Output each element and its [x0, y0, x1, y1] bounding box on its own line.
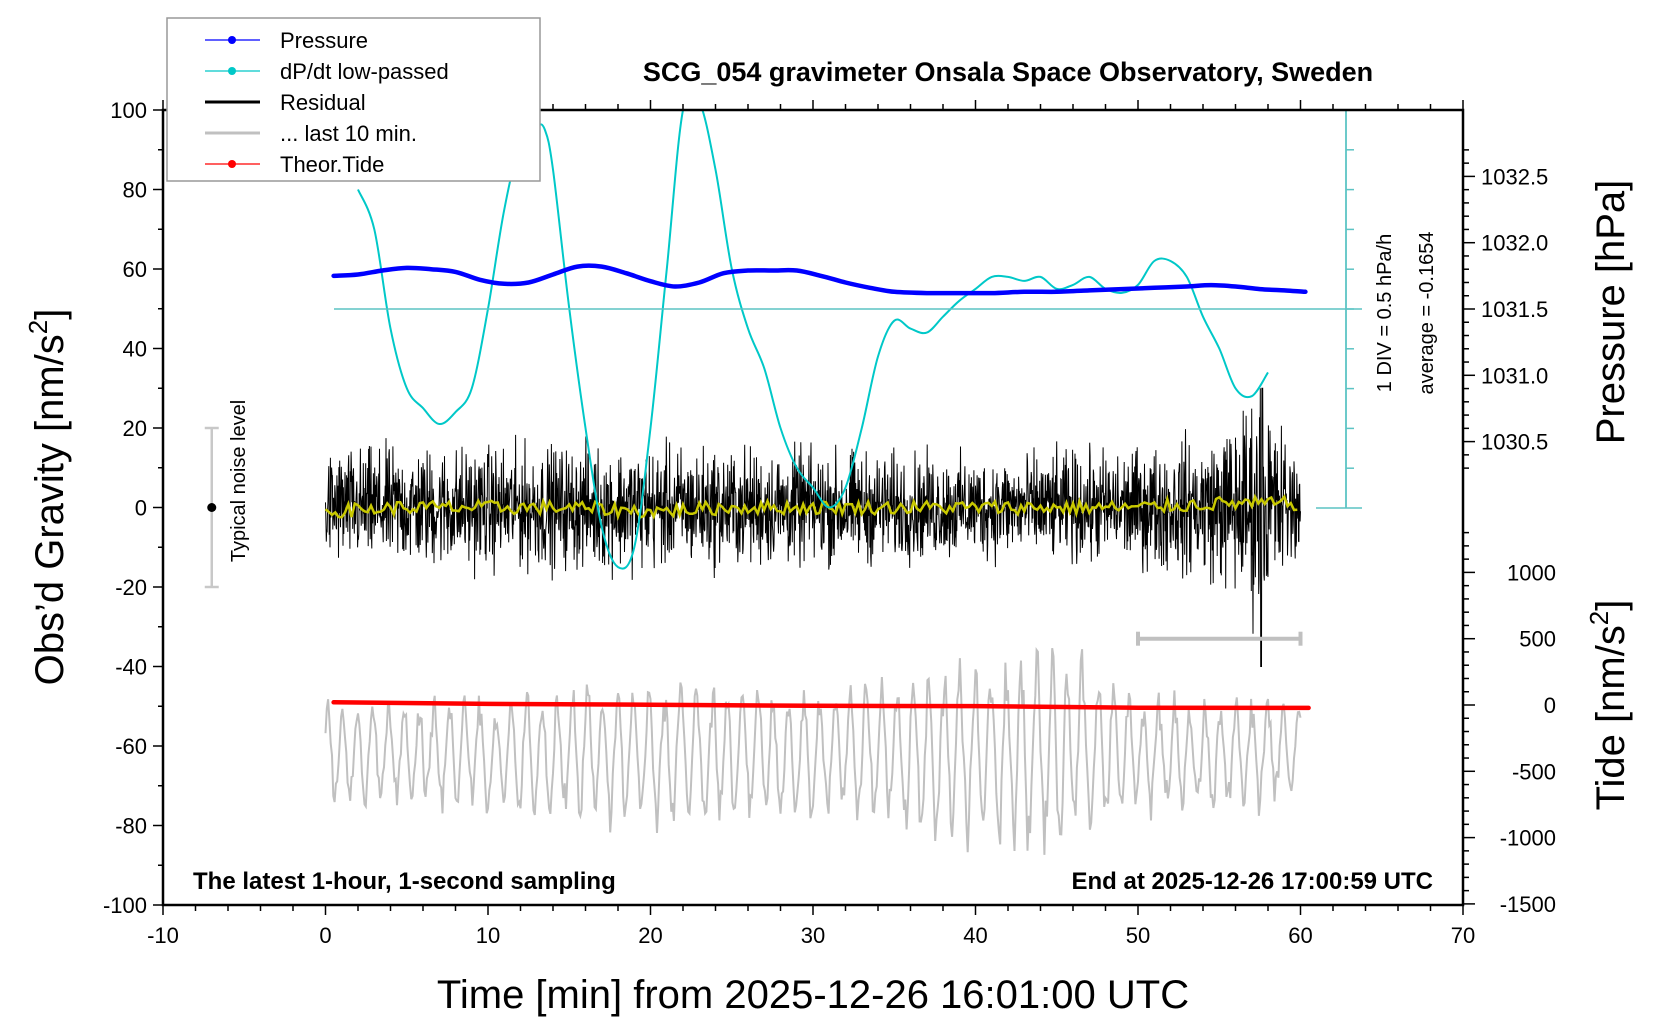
legend-label: ... last 10 min.: [280, 121, 417, 146]
legend-swatch-dot: [228, 36, 236, 44]
x-tick-label: 50: [1126, 923, 1150, 948]
x-tick-label: -10: [147, 923, 179, 948]
chart-title: SCG_054 gravimeter Onsala Space Observat…: [643, 57, 1373, 87]
legend-label: Theor.Tide: [280, 152, 384, 177]
y-tide-tick-label: 500: [1519, 627, 1556, 652]
y-left-tick-label: 100: [110, 98, 147, 123]
residual-line: [325, 387, 1301, 667]
end-time-note: End at 2025-12-26 17:00:59 UTC: [1072, 868, 1434, 895]
pressure-series: [331, 263, 1308, 296]
legend-label: Pressure: [280, 28, 368, 53]
x-tick-label: 70: [1451, 923, 1475, 948]
x-tick-label: 0: [319, 923, 331, 948]
x-axis: -10 0 10 20 30 40 50 60 70: [147, 100, 1475, 948]
y-axis-tide-title: Tide [nm/s2]: [1584, 600, 1633, 811]
y-pressure-tick-label: 1031.5: [1481, 297, 1548, 322]
y-left-tick-label: 0: [135, 496, 147, 521]
x-tick-label: 40: [963, 923, 987, 948]
last-10-min-line: [324, 647, 1302, 855]
y-left-tick-label: 40: [123, 337, 147, 362]
y-left-tick-label: -20: [115, 575, 147, 600]
last-10-min-bar: [1136, 631, 1303, 646]
dpdt-average-label: average = -0.1654: [1416, 232, 1438, 395]
legend-box: [166, 17, 541, 182]
noise-level-label: Typical noise level: [228, 400, 250, 562]
dpdt-scale-bar: [334, 109, 1362, 509]
y-axis-pressure: 1032.5 1032.0 1031.5 1031.0 1030.5: [1463, 149, 1548, 469]
dpdt-scale-label: 1 DIV = 0.5 hPa/h: [1374, 234, 1396, 392]
y-left-tick-label: -80: [115, 814, 147, 839]
x-axis-title: Time [min] from 2025-12-26 16:01:00 UTC: [437, 973, 1189, 1017]
y-tide-tick-label: -1500: [1500, 892, 1556, 917]
y-left-tick-label: -60: [115, 734, 147, 759]
residual-series: [325, 387, 1301, 667]
legend-label: dP/dt low-passed: [280, 59, 449, 84]
y-left-tick-label: -40: [115, 655, 147, 680]
x-tick-label: 60: [1288, 923, 1312, 948]
y-axis-left-title-base: Obs’d Gravity [nm/s: [28, 334, 72, 685]
x-tick-label: 30: [801, 923, 825, 948]
pressure-line: [331, 263, 1308, 296]
y-axis-tide-title-base: Tide [nm/s: [1589, 625, 1633, 810]
y-axis-left-title: Obs’d Gravity [nm/s2]: [23, 309, 72, 686]
legend-swatch-dot: [228, 160, 236, 168]
last-10-min-series: [324, 647, 1302, 855]
y-pressure-tick-label: 1032.5: [1481, 164, 1548, 189]
residual-smoothed-line: [324, 493, 1298, 521]
y-axis-tide-title-end: ]: [1589, 600, 1633, 611]
theor-tide-series: [331, 700, 1311, 711]
noise-level-center-dot: [207, 503, 217, 512]
y-axis-left: 100 80 60 40 20 0 -20 -40 -60 -80 -100: [103, 98, 163, 918]
theor-tide-line: [331, 700, 1311, 711]
y-axis-tide-title-sup: 2: [1584, 611, 1614, 625]
y-pressure-tick-label: 1030.5: [1481, 430, 1548, 455]
y-left-tick-label: -100: [103, 893, 147, 918]
y-tide-tick-label: 1000: [1507, 560, 1556, 585]
noise-level-indicator: [204, 426, 219, 589]
y-left-tick-label: 80: [123, 178, 147, 203]
x-tick-label: 10: [476, 923, 500, 948]
residual-smoothed-series: [324, 493, 1298, 521]
y-tide-tick-label: -1000: [1500, 826, 1556, 851]
legend-label: Residual: [280, 90, 366, 115]
y-left-tick-label: 20: [123, 416, 147, 441]
y-pressure-tick-label: 1031.0: [1481, 363, 1548, 388]
x-tick-label: 20: [638, 923, 662, 948]
y-pressure-tick-label: 1032.0: [1481, 231, 1548, 256]
sampling-note: The latest 1-hour, 1-second sampling: [193, 868, 616, 895]
y-axis-left-title-sup: 2: [23, 320, 53, 334]
y-tide-tick-label: -500: [1512, 759, 1556, 784]
legend-swatch-dot: [228, 67, 236, 75]
y-tide-tick-label: 0: [1544, 693, 1556, 718]
y-axis-tide: 1000 500 0 -500 -1000 -1500: [1463, 531, 1556, 917]
y-axis-left-title-end: ]: [28, 309, 72, 320]
y-axis-pressure-title: Pressure [hPa]: [1589, 180, 1633, 445]
legend: Pressure dP/dt low-passed Residual ... last…: [166, 17, 541, 182]
y-left-tick-label: 60: [123, 257, 147, 282]
